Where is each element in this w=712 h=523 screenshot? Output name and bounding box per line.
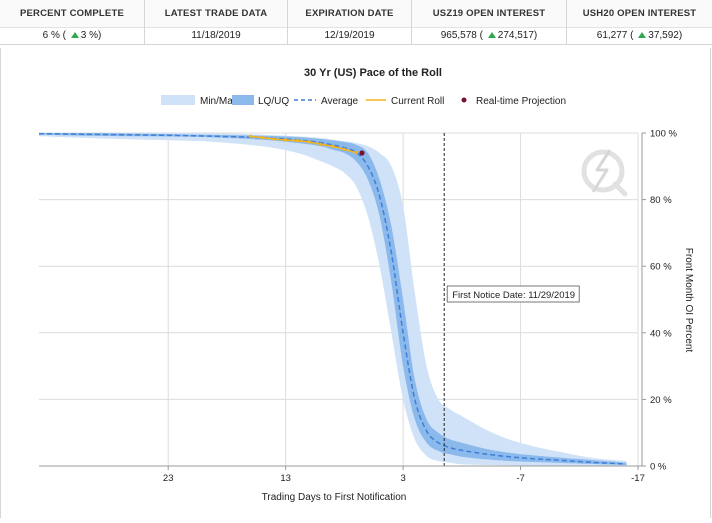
legend-label-current-roll: Current Roll bbox=[391, 96, 444, 107]
current-roll-point bbox=[354, 151, 358, 155]
stat-label: LATEST TRADE DATA bbox=[145, 0, 287, 28]
current-roll-point bbox=[319, 142, 323, 146]
stat-label: EXPIRATION DATE bbox=[288, 0, 411, 28]
legend-swatch-minmax bbox=[161, 95, 195, 105]
current-roll-point bbox=[295, 139, 299, 143]
y-tick-label: 0 % bbox=[650, 462, 667, 473]
legend-item-average[interactable]: Average bbox=[294, 96, 359, 107]
y-tick-label: 80 % bbox=[650, 195, 672, 206]
current-roll-point bbox=[331, 144, 335, 148]
stat-value: 6 % bbox=[42, 30, 60, 41]
current-roll-point bbox=[272, 137, 276, 141]
chart-title: 30 Yr (US) Pace of the Roll bbox=[304, 67, 442, 79]
legend-item-minmax[interactable]: Min/Max bbox=[161, 95, 238, 107]
stat-percent-complete: PERCENT COMPLETE 6 % ( 3 %) bbox=[0, 0, 145, 44]
current-roll-point bbox=[248, 134, 253, 138]
y-tick-label: 60 % bbox=[650, 262, 672, 273]
stat-label: USH20 OPEN INTEREST bbox=[567, 0, 712, 28]
legend-swatch-lquq bbox=[232, 95, 254, 105]
watermark-ring bbox=[581, 149, 625, 193]
axes-layer: 23 13 3 -7 -17 0 % 20 % 40 % 60 % 80 % 100 % bbox=[39, 129, 677, 484]
watermark-logo bbox=[581, 149, 628, 197]
x-tick-label: -17 bbox=[631, 473, 645, 484]
legend-item-current-roll[interactable]: Current Roll bbox=[366, 96, 444, 107]
legend: Min/Max LQ/UQ Average Current Roll Real-… bbox=[161, 95, 566, 107]
x-axis-label: Trading Days to First Notification bbox=[262, 492, 407, 503]
arrow-up-icon bbox=[487, 31, 496, 38]
stat-latest-trade-data: LATEST TRADE DATA 11/18/2019 bbox=[145, 0, 288, 44]
stat-change: 37,592 bbox=[648, 30, 679, 41]
legend-item-projection[interactable]: Real-time Projection bbox=[461, 96, 567, 107]
chart-panel: 30 Yr (US) Pace of the Roll Min/Max LQ/U… bbox=[0, 48, 711, 518]
stat-value: 11/18/2019 bbox=[191, 30, 241, 41]
watermark-bolt bbox=[591, 149, 612, 193]
y-tick-label: 20 % bbox=[650, 395, 672, 406]
projection-point bbox=[359, 150, 365, 156]
pace-of-roll-chart: 30 Yr (US) Pace of the Roll Min/Max LQ/U… bbox=[38, 67, 694, 503]
first-notice-box bbox=[446, 285, 580, 303]
x-tick-label: 3 bbox=[400, 473, 405, 484]
current-roll-point bbox=[307, 140, 311, 144]
current-roll-point bbox=[260, 136, 264, 140]
legend-label-lquq: LQ/UQ bbox=[258, 96, 289, 107]
average-line bbox=[38, 132, 627, 465]
watermark-tail bbox=[612, 181, 628, 197]
legend-label-minmax: Min/Max bbox=[200, 96, 238, 107]
current-roll-point bbox=[342, 147, 346, 151]
stat-value: 61,277 bbox=[596, 30, 628, 41]
stat-ush20-open-interest: USH20 OPEN INTEREST 61,277 ( 37,592) bbox=[567, 0, 712, 44]
current-roll-point bbox=[284, 138, 288, 142]
stat-change: 3 % bbox=[80, 30, 98, 41]
x-tick-label: 23 bbox=[163, 473, 174, 484]
legend-label-projection: Real-time Projection bbox=[476, 96, 566, 107]
first-notice-label: First Notice Date: 11/29/2019 bbox=[452, 290, 575, 301]
legend-swatch-projection bbox=[461, 97, 467, 103]
stat-value: 965,578 bbox=[440, 30, 477, 41]
x-tick-label: -7 bbox=[516, 473, 524, 484]
stats-header: PERCENT COMPLETE 6 % ( 3 %) LATEST TRADE… bbox=[0, 0, 712, 45]
arrow-up-icon bbox=[70, 31, 79, 38]
stat-label: USZ19 OPEN INTEREST bbox=[412, 0, 566, 28]
legend-label-average: Average bbox=[321, 96, 359, 107]
y-axis-label: Front Month OI Percent bbox=[683, 248, 694, 353]
annotation-layer: First Notice Date: 11/29/2019 bbox=[443, 133, 580, 466]
stat-usz19-open-interest: USZ19 OPEN INTEREST 965,578 ( 274,517) bbox=[412, 0, 567, 44]
y-tick-label: 100 % bbox=[650, 129, 677, 140]
stat-change: 274,517 bbox=[497, 30, 534, 41]
arrow-up-icon bbox=[638, 31, 647, 38]
stat-expiration-date: EXPIRATION DATE 12/19/2019 bbox=[288, 0, 412, 44]
current-roll-line bbox=[250, 135, 357, 154]
lines-layer bbox=[38, 132, 627, 465]
x-tick-label: 13 bbox=[280, 473, 291, 484]
stat-value: 12/19/2019 bbox=[324, 30, 375, 41]
legend-item-lquq[interactable]: LQ/UQ bbox=[232, 95, 289, 107]
y-tick-label: 40 % bbox=[650, 328, 672, 339]
stat-label: PERCENT COMPLETE bbox=[0, 0, 144, 28]
